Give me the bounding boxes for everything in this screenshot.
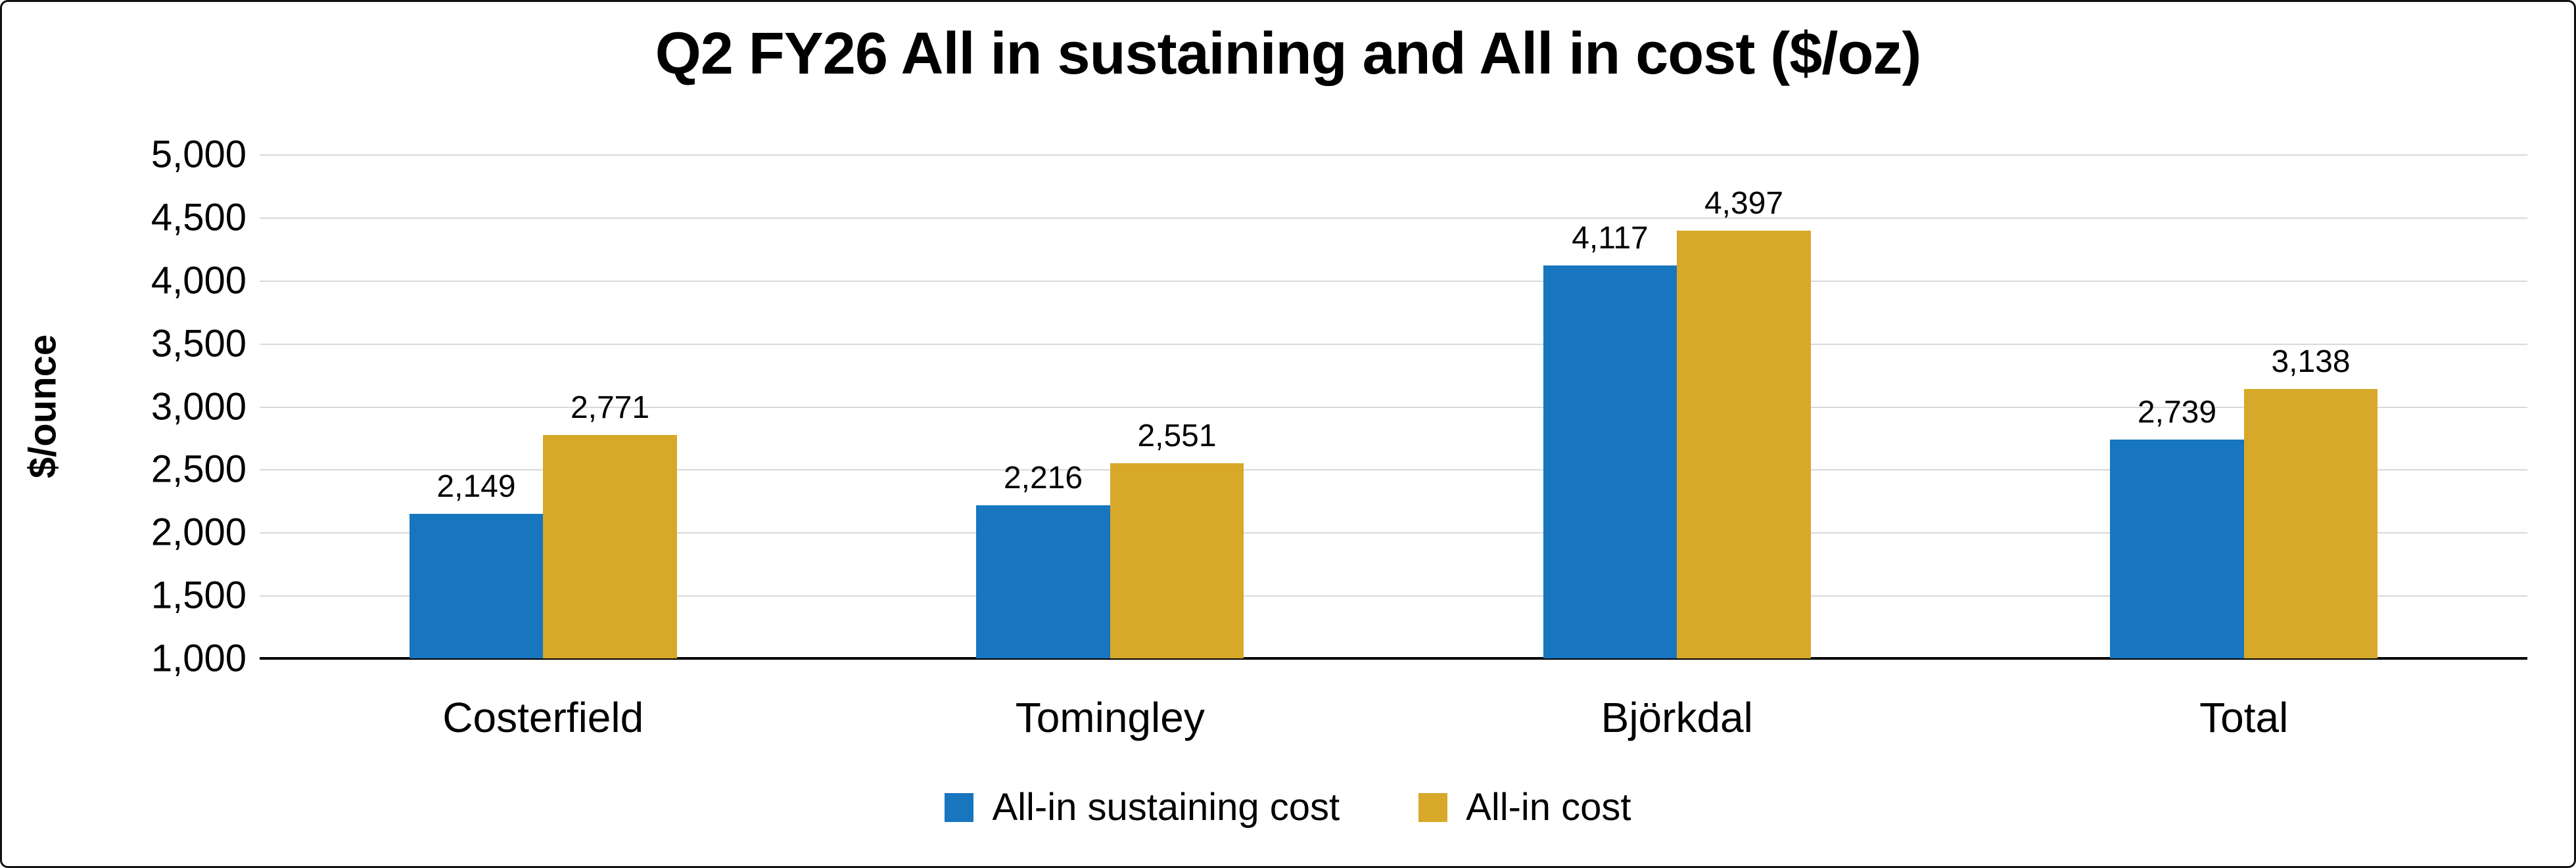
gridline: [260, 595, 2527, 597]
bar-value-label: 4,117: [1572, 221, 1649, 256]
category-label: Tomingley: [1015, 694, 1205, 741]
legend-item: All-in cost: [1418, 785, 1631, 829]
bar-value-label: 4,397: [1704, 185, 1784, 221]
gridline: [260, 532, 2527, 534]
category-label: Costerfield: [442, 694, 644, 741]
category-label: Björkdal: [1601, 694, 1753, 741]
gridline: [260, 343, 2527, 345]
y-axis-title: $/ounce: [21, 334, 64, 479]
bar: [976, 505, 1110, 658]
y-tick-label: 5,000: [151, 133, 246, 176]
legend-item: All-in sustaining cost: [945, 785, 1340, 829]
bar: [409, 513, 544, 658]
gridline: [260, 469, 2527, 471]
bar: [1543, 265, 1677, 658]
y-tick-label: 4,000: [151, 259, 246, 302]
y-tick-label: 2,500: [151, 447, 246, 491]
y-tick-label: 4,500: [151, 196, 246, 239]
bar: [1110, 463, 1244, 658]
gridline: [260, 406, 2527, 408]
legend-swatch: [945, 792, 974, 822]
bar-value-label: 3,138: [2271, 344, 2351, 380]
bar: [1677, 230, 1811, 658]
bar-value-label: 2,771: [570, 390, 650, 426]
y-tick-label: 3,500: [151, 322, 246, 365]
x-axis-line: [260, 657, 2527, 660]
plot-area: 2,149 2,771 2,216 2,551 4,117 4,397 2,739 3,138: [260, 154, 2527, 660]
y-axis-tick-labels: 5,000 4,500 4,000 3,500 3,000 2,500 2,000 1,500…: [74, 133, 246, 680]
y-tick-label: 1,500: [151, 574, 246, 617]
legend-swatch: [1418, 792, 1448, 822]
y-tick-label: 1,000: [151, 637, 246, 680]
bar-value-label: 2,739: [2137, 394, 2217, 430]
bar-value-label: 2,551: [1137, 418, 1217, 453]
gridline: [260, 280, 2527, 282]
bar: [543, 435, 677, 658]
y-tick-label: 2,000: [151, 511, 246, 554]
legend-label: All-in cost: [1466, 786, 1631, 829]
chart-title: Q2 FY26 All in sustaining and All in cos…: [655, 21, 1922, 87]
y-tick-label: 3,000: [151, 385, 246, 428]
bar: [2243, 389, 2378, 658]
bar-value-label: 2,216: [1003, 460, 1083, 495]
gridline: [260, 154, 2527, 156]
x-axis-category-labels: Costerfield Tomingley Björkdal Total: [260, 693, 2527, 746]
legend-label: All-in sustaining cost: [992, 786, 1340, 829]
bar: [2110, 439, 2244, 658]
legend: All-in sustaining cost All-in cost: [2, 785, 2574, 829]
gridline: [260, 217, 2527, 219]
category-label: Total: [2199, 694, 2289, 741]
bar-value-label: 2,149: [436, 468, 516, 504]
